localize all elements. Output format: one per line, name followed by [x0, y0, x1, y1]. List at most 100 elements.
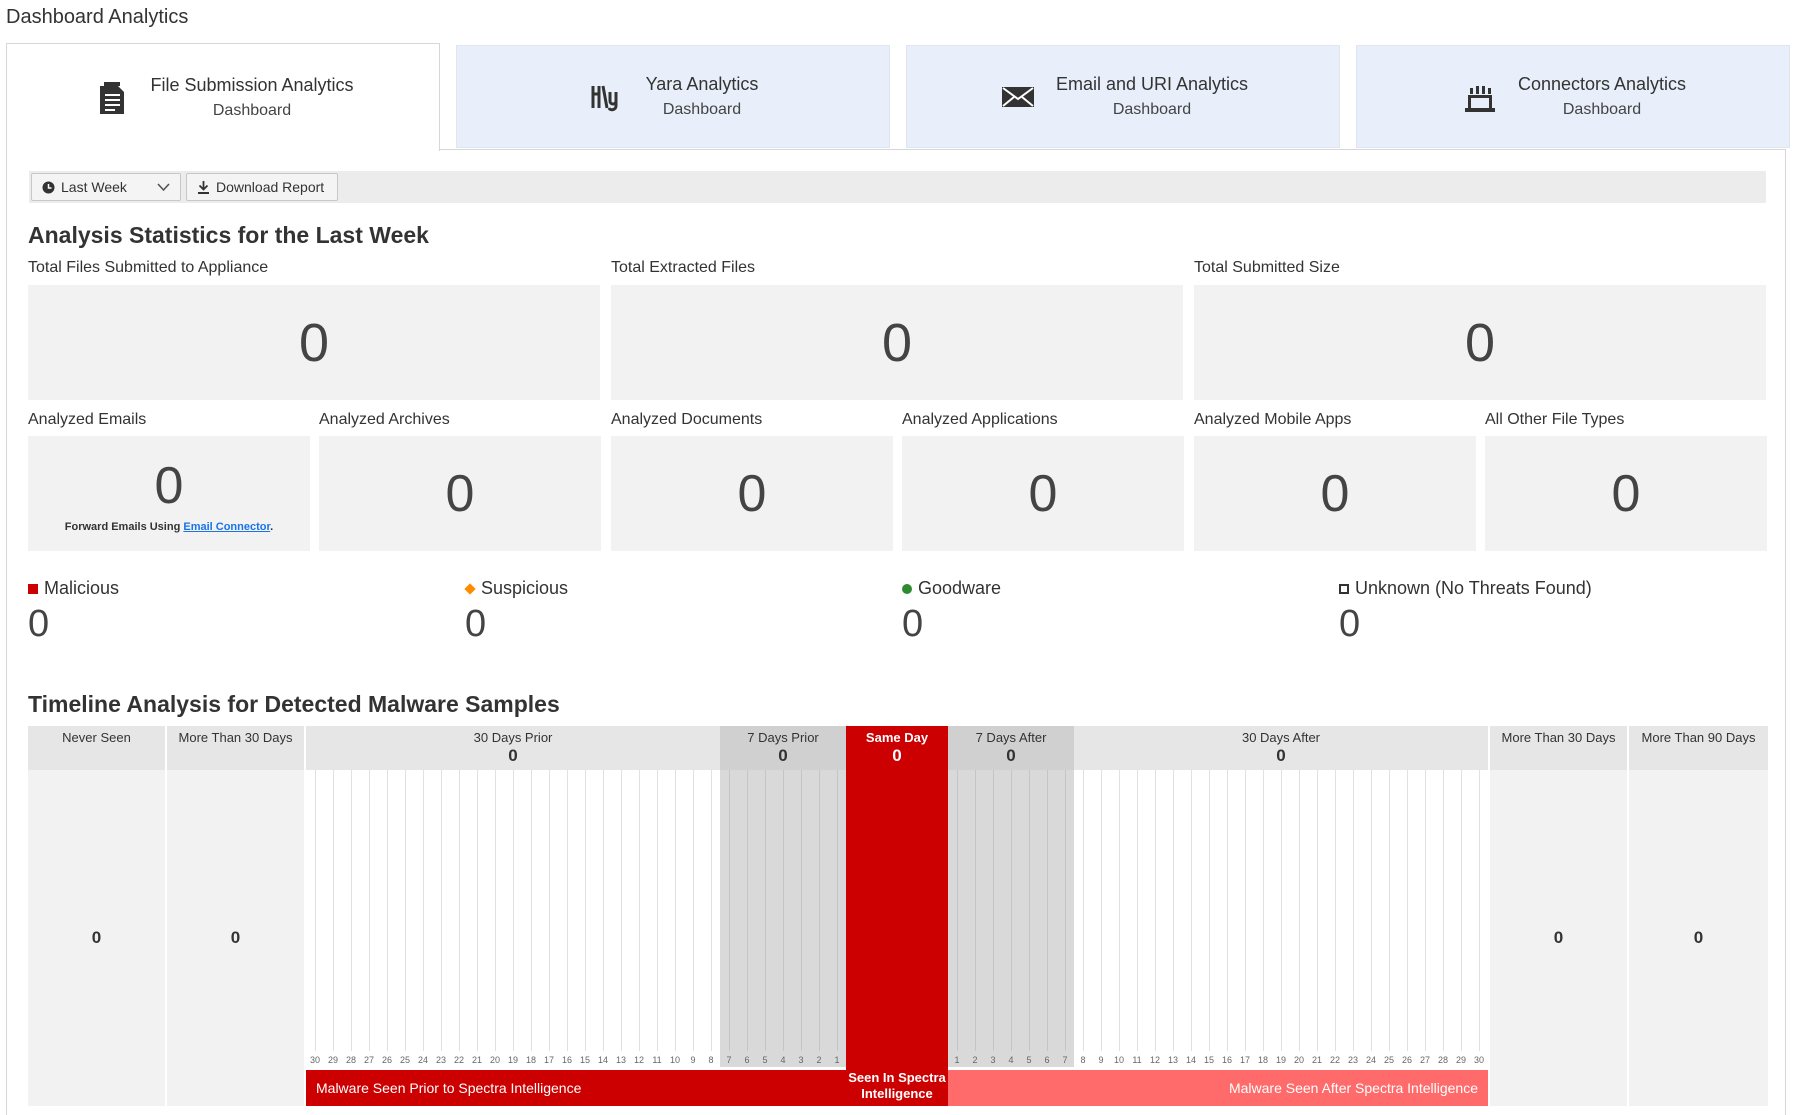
timeline-day-tick: 6: [1044, 1055, 1050, 1065]
timeline-column-value: 0: [167, 770, 304, 1106]
verdict-label: Unknown (No Threats Found): [1355, 578, 1592, 598]
timeline-day-tick: 22: [453, 1055, 465, 1065]
timeline-tick-row: 1 2 3 4 5 6 7: [948, 1051, 1074, 1067]
tab-yara-analytics[interactable]: Yara Analytics Dashboard: [456, 45, 890, 148]
email-connector-note: Forward Emails Using Email Connector.: [28, 521, 310, 533]
timeline-day-tick: 11: [1132, 1055, 1142, 1065]
malicious-square-icon: [28, 583, 38, 594]
stat-value-extracted-files: 0: [611, 285, 1183, 400]
tab-subtitle: Dashboard: [1112, 101, 1192, 118]
tab-connectors-analytics[interactable]: Connectors Analytics Dashboard: [1356, 45, 1790, 148]
timeline-column-header: 7 Days Prior 0: [720, 726, 846, 770]
timeline-day-gridline: [1263, 770, 1264, 1051]
timeline-day-gridline: [1011, 770, 1012, 1051]
timeline-never-seen: Never Seen 0: [28, 726, 165, 1106]
timeline-day-grid: 7 6 5 4 3 2 1: [720, 770, 846, 1067]
timeline-day-tick: 17: [1239, 1055, 1251, 1065]
malware-seen-prior-bar: Malware Seen Prior to Spectra Intelligen…: [306, 1070, 846, 1106]
tab-file-submission-analytics[interactable]: File Submission Analytics Dashboard: [6, 43, 440, 151]
timeline-day-gridline: [1119, 770, 1120, 1051]
timeline-day-gridline: [729, 770, 730, 1051]
timeline-day-tick: 5: [762, 1055, 768, 1065]
verdict-value: 0: [902, 603, 924, 645]
timeline-day-gridline: [693, 770, 694, 1051]
timeline-same-day: Same Day 0 Seen In Spectra Intelligence: [846, 726, 948, 1106]
timeline-day-gridline: [1029, 770, 1030, 1051]
yara-icon: [588, 77, 628, 117]
verdict-suspicious: Suspicious 0: [464, 578, 568, 646]
download-report-button[interactable]: Download Report: [186, 173, 338, 201]
stat-value-documents: 0: [611, 436, 893, 551]
timeline-day-gridline: [1227, 770, 1228, 1051]
timeline-tick-row: 8 9 10 11 12 13 14 15 16 17 18 19 20 21 22 23 24 25 26 27 28…: [1074, 1051, 1488, 1067]
timeline-day-gridline: [531, 770, 532, 1051]
timeline-day-gridline: [1209, 770, 1210, 1051]
timeline-column-value: 0: [1490, 770, 1627, 1106]
timeline-day-gridline: [585, 770, 586, 1051]
timeline-day-gridline: [1155, 770, 1156, 1051]
timeline-day-tick: 20: [489, 1055, 501, 1065]
time-period-dropdown[interactable]: Last Week: [31, 173, 181, 201]
same-day-label: Same Day: [865, 730, 929, 745]
timeline-day-tick: 19: [1275, 1055, 1287, 1065]
tab-email-and-uri-analytics[interactable]: Email and URI Analytics Dashboard: [906, 45, 1340, 148]
timeline-day-gridline: [1083, 770, 1084, 1051]
timeline-day-gridline: [387, 770, 388, 1051]
timeline-day-gridline: [747, 770, 748, 1051]
verdict-value: 0: [28, 603, 50, 645]
unknown-square-icon: [1339, 583, 1349, 594]
timeline-day-gridline: [639, 770, 640, 1051]
tab-title: Yara Analytics: [645, 74, 759, 94]
timeline-day-gridline: [1371, 770, 1372, 1051]
timeline-column-header: More Than 30 Days: [167, 726, 304, 770]
timeline-day-tick: 14: [1185, 1055, 1197, 1065]
timeline-column-value: 0: [508, 746, 518, 765]
timeline-day-tick: 12: [633, 1055, 645, 1065]
timeline-day-tick: 30: [309, 1055, 321, 1065]
stat-value-other-types: 0: [1485, 436, 1767, 551]
timeline-day-gridline: [1137, 770, 1138, 1051]
timeline-tick-row: 30 29 28 27 26 25 24 23 22 21 20 19 18 17 16 15 14 13 12 11…: [306, 1051, 720, 1067]
timeline-day-tick: 12: [1149, 1055, 1161, 1065]
stat-label-submitted-size: Total Submitted Size: [1194, 259, 1340, 276]
timeline-day-tick: 14: [597, 1055, 609, 1065]
timeline-day-tick: 28: [1437, 1055, 1449, 1065]
timeline-day-tick: 1: [834, 1055, 840, 1065]
timeline-day-tick: 15: [1203, 1055, 1215, 1065]
timeline-7-days-after: 7 Days After 0 1 2 3 4 5 6 7: [948, 726, 1074, 1106]
timeline-day-tick: 21: [1311, 1055, 1323, 1065]
timeline-day-gridline: [513, 770, 514, 1051]
timeline-day-tick: 24: [417, 1055, 429, 1065]
timeline-day-tick: 13: [615, 1055, 627, 1065]
timeline-day-gridline: [621, 770, 622, 1051]
timeline-day-tick: 13: [1167, 1055, 1179, 1065]
timeline-day-gridline: [1335, 770, 1336, 1051]
timeline-day-gridline: [1101, 770, 1102, 1051]
timeline-column-value: 0: [1629, 770, 1768, 1106]
stat-label-mobile-apps: Analyzed Mobile Apps: [1194, 411, 1352, 428]
timeline-column-header: More Than 30 Days: [1490, 726, 1627, 770]
suspicious-diamond-icon: [464, 582, 476, 595]
download-report-label: Download Report: [216, 179, 325, 195]
malware-seen-after-bar: Malware Seen After Spectra Intelligence: [948, 1070, 1488, 1106]
timeline-column-header: More Than 90 Days: [1629, 726, 1768, 770]
timeline-day-tick: 1: [954, 1055, 960, 1065]
timeline-day-gridline: [1461, 770, 1462, 1051]
stat-label-documents: Analyzed Documents: [611, 411, 763, 428]
timeline-day-grid: 8 9 10 11 12 13 14 15 16 17 18 19 20 21 22 23 24 25 26 27 28…: [1074, 770, 1488, 1067]
timeline-day-tick: 10: [1113, 1055, 1125, 1065]
email-connector-link[interactable]: Email Connector: [183, 521, 271, 533]
timeline-day-gridline: [1479, 770, 1480, 1051]
timeline-day-tick: 15: [579, 1055, 591, 1065]
timeline-day-tick: 10: [669, 1055, 681, 1065]
timeline-day-gridline: [765, 770, 766, 1051]
timeline-day-gridline: [1191, 770, 1192, 1051]
stat-label-emails: Analyzed Emails: [28, 411, 147, 428]
timeline-day-gridline: [837, 770, 838, 1051]
timeline-day-tick: 4: [780, 1055, 786, 1065]
tab-title: File Submission Analytics: [150, 75, 354, 95]
timeline-column-header: 30 Days After 0: [1074, 726, 1488, 770]
time-period-label: Last Week: [61, 179, 127, 195]
chevron-down-icon: [157, 182, 170, 191]
timeline-day-tick: 2: [972, 1055, 978, 1065]
